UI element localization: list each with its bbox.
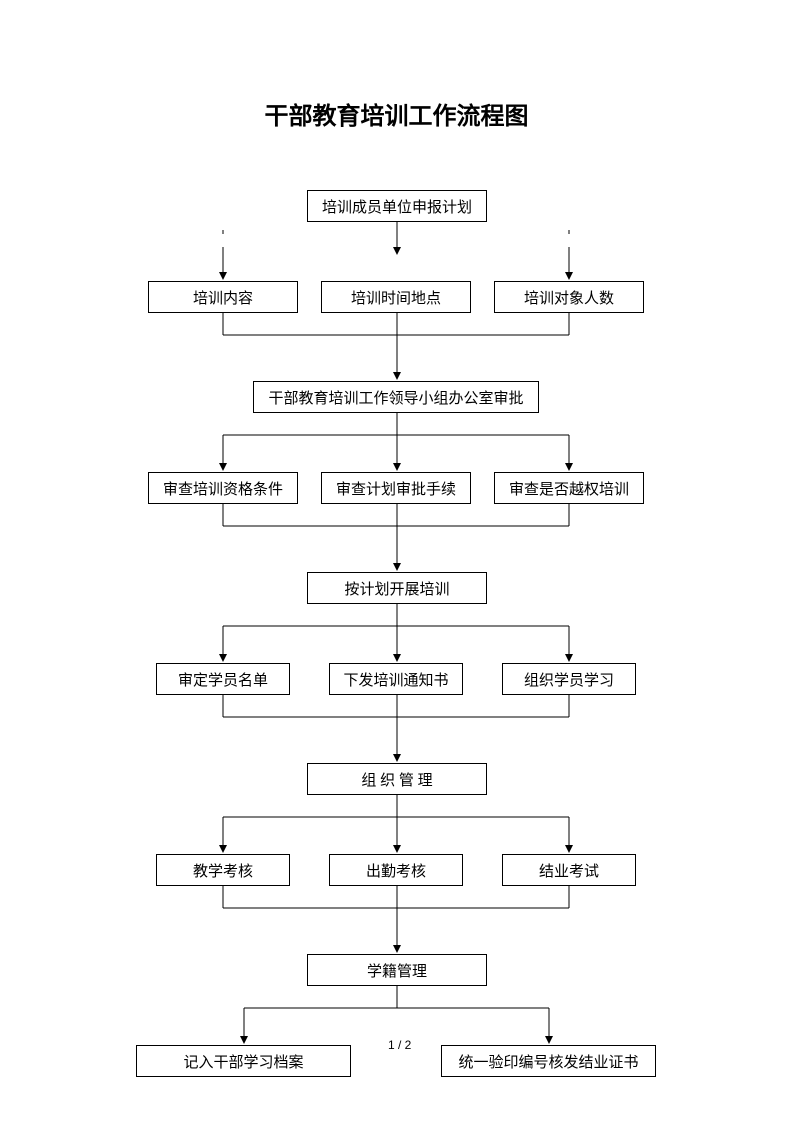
page-title: 干部教育培训工作流程图: [0, 96, 793, 131]
node-content: 培训内容: [148, 281, 298, 313]
node-teaching-eval: 教学考核: [156, 854, 290, 886]
node-review-qual: 审查培训资格条件: [148, 472, 298, 504]
node-review-auth: 审查是否越权培训: [494, 472, 644, 504]
node-office-approval: 干部教育培训工作领导小组办公室审批: [253, 381, 539, 413]
node-target-count: 培训对象人数: [494, 281, 644, 313]
node-apply: 培训成员单位申报计划: [307, 190, 487, 222]
node-attendance-eval: 出勤考核: [329, 854, 463, 886]
node-review-plan: 审查计划审批手续: [321, 472, 471, 504]
page-number: 1 / 2: [388, 1038, 411, 1052]
node-final-exam: 结业考试: [502, 854, 636, 886]
node-issue-cert: 统一验印编号核发结业证书: [441, 1045, 656, 1077]
node-record-manage: 学籍管理: [307, 954, 487, 986]
node-carry-out: 按计划开展培训: [307, 572, 487, 604]
node-organize-study: 组织学员学习: [502, 663, 636, 695]
node-confirm-list: 审定学员名单: [156, 663, 290, 695]
node-time-place: 培训时间地点: [321, 281, 471, 313]
node-org-manage: 组 织 管 理: [307, 763, 487, 795]
node-file-record: 记入干部学习档案: [136, 1045, 351, 1077]
node-issue-notice: 下发培训通知书: [329, 663, 463, 695]
